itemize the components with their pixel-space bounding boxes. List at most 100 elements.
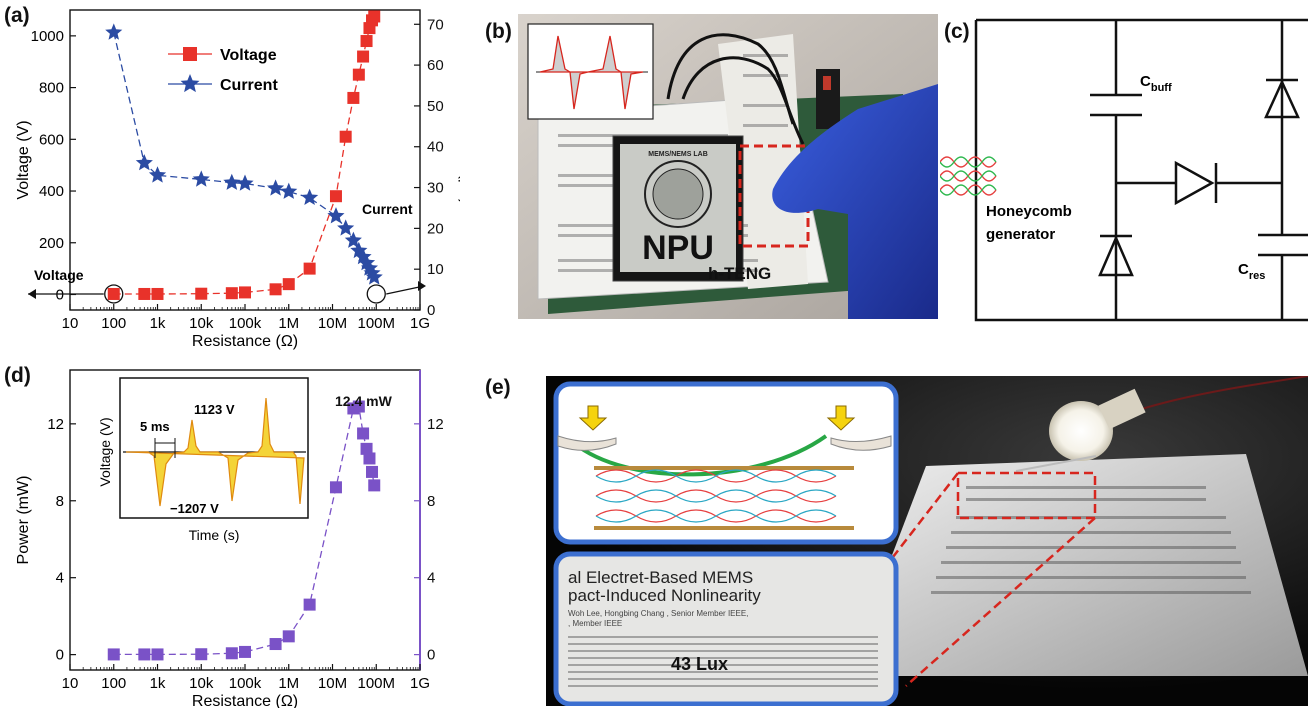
y-axis-label: Power (mW)	[15, 476, 32, 565]
x-tick-label: 10k	[189, 315, 214, 332]
data-point	[192, 170, 210, 187]
x-tick-label: 10k	[189, 675, 214, 692]
data-point	[303, 598, 316, 611]
x-tick-label: 100k	[229, 315, 262, 332]
data-point	[236, 174, 254, 191]
x-tick-label: 1M	[278, 315, 299, 332]
y-tick-label: 800	[39, 80, 64, 97]
x-tick-label: 1G	[410, 315, 430, 332]
x-tick-label: 100k	[229, 675, 262, 692]
x-tick-label: 100	[101, 675, 126, 692]
inset-time-annotation: 5 ms	[140, 419, 170, 434]
y-tick-label: 200	[39, 235, 64, 252]
data-point	[352, 400, 365, 413]
x-tick-label: 1M	[278, 675, 299, 692]
x-tick-label: 1G	[410, 675, 430, 692]
current-annotation: Current	[362, 201, 413, 217]
y2-tick-label: 70	[427, 16, 444, 33]
chart-a: 10 100 1k 10k 100k 1M 10M 100M 1G020040060080010…	[15, 9, 460, 350]
series-line	[113, 405, 375, 656]
peak-annotation: 12.4 mW	[335, 393, 392, 409]
data-point	[363, 22, 376, 35]
data-point	[148, 166, 167, 183]
y2-tick-label: 40	[427, 139, 444, 156]
data-point	[344, 231, 362, 248]
data-point	[368, 479, 381, 492]
data-point	[337, 219, 355, 236]
data-point	[195, 287, 208, 300]
panel-d: (d) 10 100 1k 10k 100k 1M 10M 100M 1G 0 4 8 12 0 4 8 12 R…	[0, 360, 460, 708]
paper-title-1: al Electret-Based MEMS	[568, 568, 753, 587]
panel-c-label: (c)	[944, 20, 970, 43]
demo-photo: al Electret-Based MEMS pact-Induced Nonl…	[546, 376, 1308, 706]
legend-label: Voltage	[220, 47, 277, 64]
y2-tick-label: 10	[427, 261, 444, 278]
voltage-inset: 5 ms 1123 V −1207 V Voltage (V) Time (s)	[97, 377, 309, 543]
panel-d-label: (d)	[4, 364, 31, 387]
current-arrowhead	[418, 280, 426, 291]
legend-marker	[183, 47, 197, 61]
data-point	[301, 188, 319, 205]
y2-tick-label: 60	[427, 57, 444, 74]
circuit-diagram: Honeycomb generator Cbuff Cres	[940, 18, 1308, 322]
data-point	[357, 427, 370, 440]
data-point	[195, 648, 208, 661]
x-tick-label: 10	[62, 315, 79, 332]
device-npu-text: NPU	[642, 229, 714, 267]
series-line	[113, 32, 375, 278]
data-point	[225, 287, 238, 300]
data-point	[239, 286, 251, 299]
current-arrow	[386, 285, 425, 295]
panel-e: (e)	[480, 360, 1309, 708]
data-point	[365, 268, 383, 285]
voltage-arrowhead	[28, 288, 36, 299]
y2-tick-label: 0	[427, 647, 435, 664]
data-point	[329, 481, 342, 494]
y-axis-label: Voltage (V)	[15, 120, 32, 199]
data-point	[151, 287, 164, 300]
y-tick-label: 8	[56, 493, 64, 510]
data-point	[269, 638, 282, 651]
data-point	[151, 648, 164, 661]
inset-max-annotation: 1123 V	[194, 402, 235, 417]
data-point	[360, 35, 373, 48]
legend-label: Current	[220, 77, 278, 94]
chart-d: 10 100 1k 10k 100k 1M 10M 100M 1G 0 4 8 12 0 4 8 12 Resis…	[15, 369, 444, 708]
data-point	[363, 452, 376, 465]
data-point	[327, 207, 345, 224]
c-res-label: Cres	[1238, 261, 1265, 282]
honeycomb-icon	[940, 156, 997, 196]
data-point	[225, 647, 238, 660]
data-point	[360, 442, 373, 455]
x-tick-label: 1k	[150, 315, 166, 332]
paper-member: , Member IEEE	[568, 619, 622, 628]
panel-b-label: (b)	[485, 20, 512, 43]
y2-tick-label: 20	[427, 220, 444, 237]
y2-tick-label: 50	[427, 98, 444, 115]
panel-a: (a) 10 100 1k 10k 100k 1M 10M 100M 1G 0 200 400 600 8…	[0, 0, 460, 360]
panel-e-label: (e)	[485, 376, 511, 399]
y-tick-label: 0	[56, 647, 64, 664]
device-lab-text: MEMS/NEMS LAB	[648, 151, 708, 158]
inset-xlabel: Time (s)	[189, 527, 240, 543]
data-point	[329, 190, 342, 203]
data-point	[366, 465, 379, 478]
y2-axis-label: Current (μA)	[458, 116, 460, 204]
y-tick-label: 400	[39, 183, 64, 200]
y-tick-label: 12	[47, 416, 64, 433]
data-point	[138, 287, 151, 300]
y2-tick-label: 12	[427, 416, 444, 433]
x-tick-label: 100M	[357, 675, 395, 692]
panel-b: (b) MEMS/NEMS LAB NPU	[480, 0, 940, 330]
series-line	[113, 16, 375, 295]
c-buff-label: Cbuff	[1140, 73, 1172, 94]
data-point	[357, 50, 370, 63]
x-tick-label: 100M	[357, 315, 395, 332]
x-tick-label: 100	[101, 315, 126, 332]
inset-ylabel: Voltage (V)	[97, 417, 113, 486]
data-point	[138, 648, 151, 661]
data-point	[347, 91, 360, 104]
data-point	[303, 262, 316, 275]
x-tick-label: 1k	[150, 675, 166, 692]
data-point	[135, 154, 153, 171]
